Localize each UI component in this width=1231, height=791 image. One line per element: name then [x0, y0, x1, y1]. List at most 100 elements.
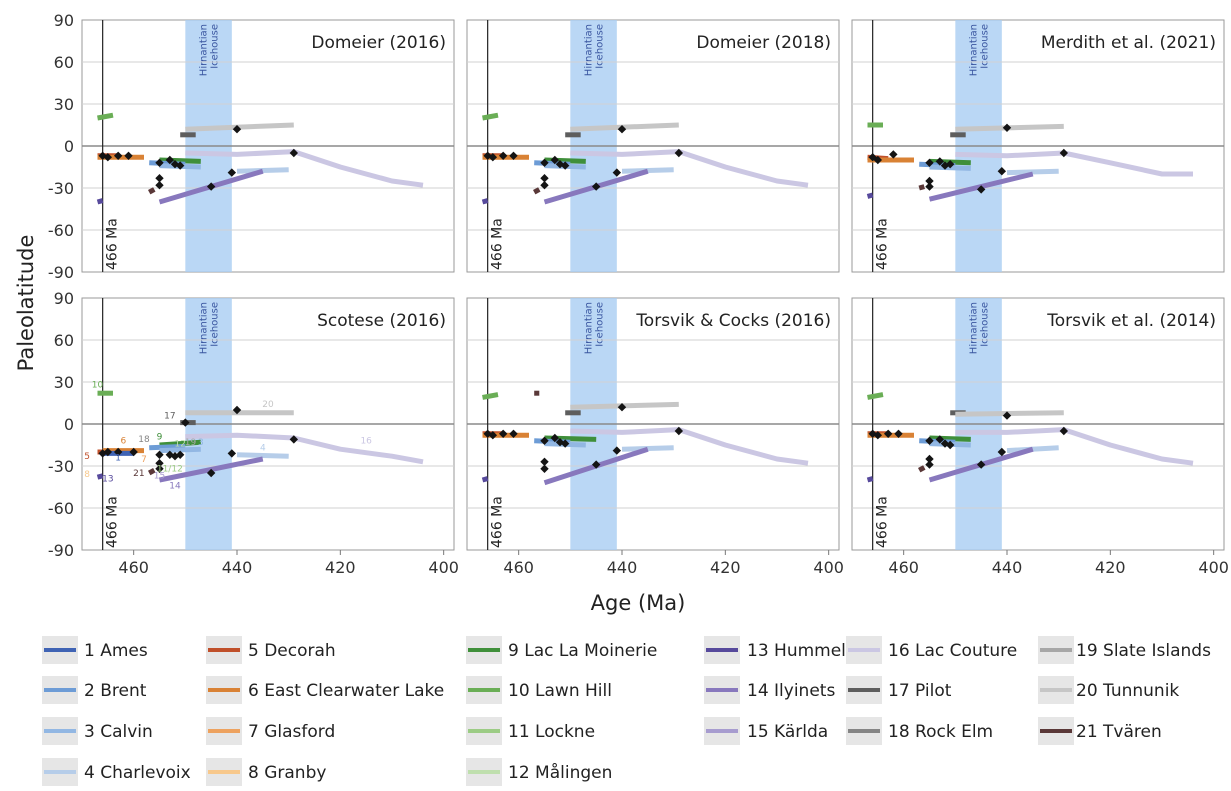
x-tick-label: 440: [222, 558, 253, 577]
y-tick-label: 90: [54, 289, 74, 308]
reference-line-label: 466 Ma: [105, 496, 121, 548]
series-line-21: [918, 184, 925, 191]
panel-3: Hirnantian Icehouse 466 Ma Merdith et al. (…: [851, 19, 1225, 273]
y-tick-label: 60: [54, 331, 74, 350]
legend-label: 20 Tunnunik: [1076, 681, 1179, 701]
series-line-13: [866, 192, 874, 199]
y-tick-label: 30: [54, 95, 74, 114]
series-line-21: [147, 187, 156, 195]
band-label-line1: Hirnantian: [584, 24, 595, 76]
legend-label: 2 Brent: [84, 681, 147, 701]
series-line-20: [185, 122, 294, 132]
legend-item-1: 1 Ames: [42, 636, 148, 664]
series-line-16: [570, 427, 809, 466]
data-point: [925, 454, 934, 464]
data-point: [550, 433, 560, 443]
legend-label: 7 Glasford: [248, 722, 335, 742]
y-tick-label: 90: [54, 11, 74, 30]
data-point: [206, 468, 216, 478]
series-line-21: [917, 465, 926, 473]
series-line-16: [185, 432, 424, 465]
panel-1: Hirnantian Icehouse 466 Ma Domeier (2016) 90…: [48, 11, 455, 282]
series-line-21: [147, 468, 156, 476]
series-id-label: 15: [154, 472, 165, 482]
data-point: [488, 431, 498, 440]
data-point: [488, 153, 498, 162]
series-line-13: [481, 198, 489, 205]
data-point: [889, 150, 898, 159]
y-tick-label: -60: [48, 221, 74, 240]
data-point: [540, 436, 549, 445]
data-point: [155, 464, 164, 473]
data-point: [170, 452, 180, 461]
y-tick-label: 0: [64, 415, 74, 434]
series-id-label: 4: [260, 444, 266, 454]
series-line-10: [867, 392, 884, 400]
data-point: [617, 125, 627, 134]
series-line-4: [1006, 445, 1059, 454]
data-point: [227, 168, 237, 177]
data-point: [155, 459, 164, 468]
data-point: [165, 155, 175, 165]
legend-label: 10 Lawn Hill: [508, 681, 612, 701]
data-point: [540, 464, 549, 473]
series-line-16: [955, 150, 1193, 177]
data-point: [873, 155, 883, 165]
data-point: [103, 447, 113, 457]
series-id-label: 6: [120, 437, 126, 447]
y-tick-label: 60: [54, 53, 74, 72]
series-id-label: 9: [157, 432, 163, 442]
panel-title: Torsvik & Cocks (2016): [635, 311, 831, 331]
y-tick-label: 0: [64, 137, 74, 156]
legend-item-11: 11 Lockne: [466, 717, 595, 745]
x-tick-label: 460: [503, 558, 534, 577]
series-id-label: 20: [262, 400, 274, 410]
panel-title: Domeier (2016): [311, 33, 446, 53]
data-point: [175, 450, 185, 459]
data-point: [509, 429, 518, 438]
legend-label: 5 Decorah: [248, 641, 336, 661]
data-point: [925, 158, 934, 167]
legend-label: 6 East Clearwater Lake: [248, 681, 444, 701]
panel-title: Domeier (2018): [696, 33, 831, 53]
legend-label: 18 Rock Elm: [888, 722, 993, 742]
legend-label: 17 Pilot: [888, 681, 952, 701]
panel-title: Scotese (2016): [317, 311, 446, 331]
legend-label: 21 Tvären: [1076, 722, 1162, 742]
legend-label: 9 Lac La Moinerie: [508, 641, 657, 661]
series-line-4: [621, 167, 674, 174]
y-axis-title: Paleolatitude: [14, 235, 38, 372]
band-label-line1: Hirnantian: [969, 302, 980, 354]
series-line-10: [482, 392, 499, 400]
data-point: [1002, 123, 1012, 132]
legend-item-5: 5 Decorah: [206, 636, 336, 664]
legend-item-16: 16 Lac Couture: [846, 636, 1017, 664]
y-tick-label: -30: [48, 179, 74, 198]
data-point: [1002, 411, 1012, 420]
data-point: [945, 440, 955, 450]
panel-5: Hirnantian Icehouse 466 Ma Torsvik & Cocks …: [466, 297, 844, 577]
data-point: [289, 148, 299, 158]
legend-item-8: 8 Granby: [206, 758, 326, 786]
data-point: [883, 429, 893, 438]
data-point: [232, 405, 242, 415]
series-id-label: 17: [164, 411, 175, 421]
x-tick-label: 440: [992, 558, 1023, 577]
data-point: [498, 151, 508, 160]
band-label-line2: Icehouse: [595, 24, 606, 69]
band-label-line1: Hirnantian: [969, 24, 980, 76]
data-point: [674, 148, 684, 158]
data-point: [540, 181, 549, 190]
series-id-label: 21: [133, 469, 144, 479]
data-point: [1059, 426, 1069, 436]
data-point: [155, 181, 164, 190]
series-line-10: [482, 112, 499, 121]
series-line-13: [866, 476, 874, 483]
legend-label: 8 Granby: [248, 763, 326, 783]
panel-6: Hirnantian Icehouse 466 Ma Torsvik et al. (…: [851, 297, 1229, 577]
legend-item-18: 18 Rock Elm: [846, 717, 993, 745]
data-point: [873, 431, 883, 440]
series-line-4: [236, 167, 289, 174]
y-tick-label: 30: [54, 373, 74, 392]
